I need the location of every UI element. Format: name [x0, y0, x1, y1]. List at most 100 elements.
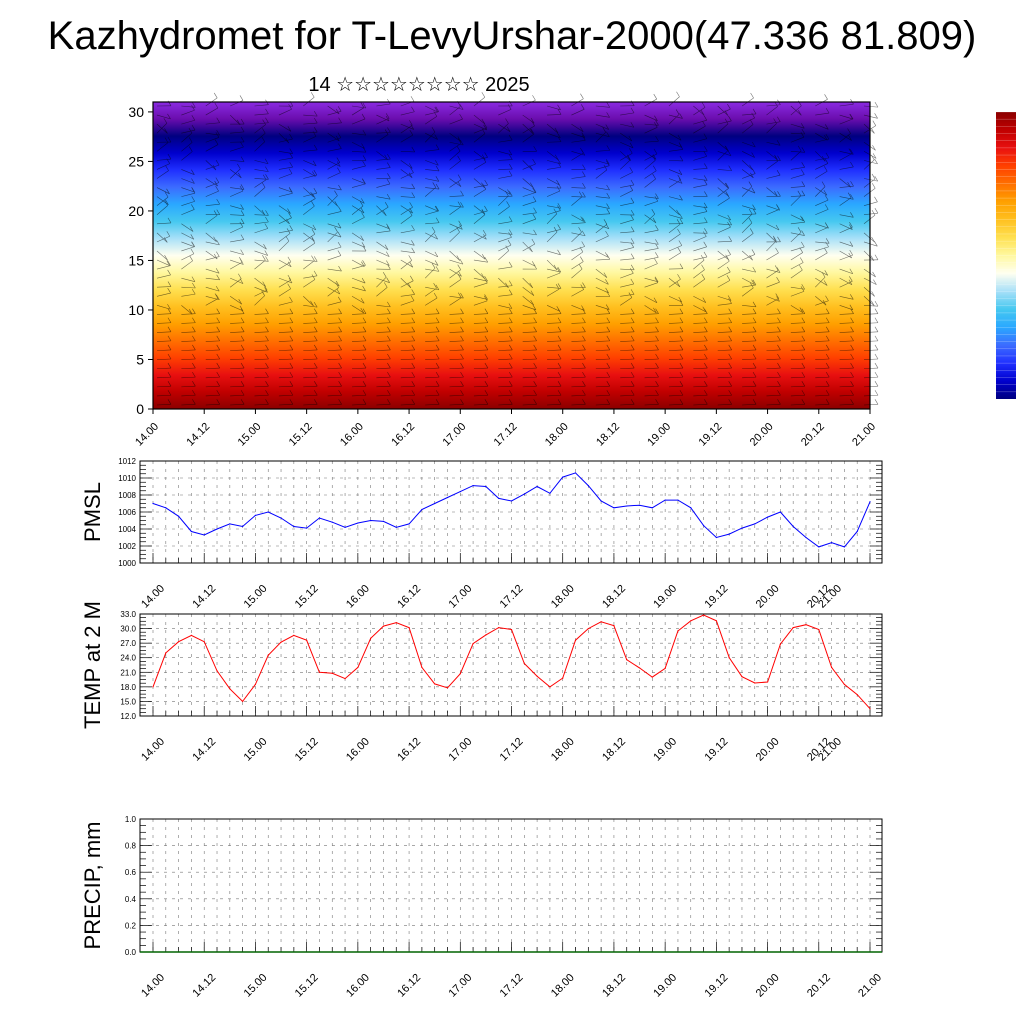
wind-barb [790, 385, 805, 388]
wind-barb [620, 404, 635, 406]
wind-barb [668, 404, 683, 406]
wind-barb-flag [459, 104, 464, 110]
temp-panel-point [382, 625, 385, 627]
wind-barb [498, 340, 513, 342]
heatmap-ytick-label: 25 [128, 153, 144, 169]
wind-barb-flag [385, 115, 390, 122]
wind-barb [522, 404, 537, 406]
temp-panel-point [869, 708, 871, 710]
wind-barb [303, 187, 314, 198]
wind-barb [790, 322, 805, 324]
wind-barb [400, 151, 415, 153]
wind-barb [473, 313, 488, 315]
wind-barb-flag [362, 102, 367, 109]
wind-barb-flag [530, 182, 534, 188]
wind-barb [668, 205, 680, 216]
wind-barb-flag [432, 182, 436, 188]
wind-barb-flag [336, 161, 341, 167]
wind-barb-flag [435, 326, 440, 332]
wind-barb-flag [651, 209, 656, 215]
wind-barb-flag [801, 308, 806, 314]
wind-barb [595, 165, 610, 170]
wind-barb-flag [530, 128, 535, 135]
wind-barb [498, 195, 509, 206]
wind-barb-flag [460, 190, 464, 196]
wind-barb [741, 213, 753, 225]
wind-barb-flag [874, 300, 879, 307]
wind-barb [839, 178, 851, 188]
wind-barb [815, 277, 828, 286]
wind-barb-flag [238, 172, 242, 179]
wind-barb [498, 109, 512, 116]
wind-barb [181, 209, 195, 216]
wind-barb [352, 349, 367, 351]
temp-panel-point [613, 625, 615, 627]
wind-barb [230, 131, 245, 134]
wind-barb [254, 133, 266, 143]
wind-barb [717, 108, 731, 116]
wind-barb-flag [289, 344, 294, 351]
heatmap-field [153, 102, 870, 409]
wind-barb-flag [509, 399, 513, 405]
wind-barb [522, 277, 533, 289]
wind-barb [205, 137, 220, 143]
wind-barb [425, 286, 439, 291]
wind-barb-flag [362, 371, 367, 378]
wind-barb [181, 260, 193, 270]
wind-barb [449, 206, 462, 215]
wind-barb [327, 340, 342, 342]
wind-barb [181, 394, 196, 397]
page-title: Kazhydromet for T-LevyUrshar-2000(47.336… [47, 14, 977, 58]
wind-barb [790, 358, 805, 360]
wind-barb [254, 404, 269, 406]
wind-barb-flag [874, 390, 879, 396]
xtick-label: 21.00 [856, 972, 884, 1000]
wind-barb-flag [289, 371, 294, 378]
wind-barb [522, 331, 537, 333]
wind-barb-flag [825, 133, 830, 140]
wind-barb-flag [606, 362, 611, 369]
wind-barb-flag [871, 209, 876, 216]
wind-barb [595, 313, 610, 315]
wind-barb [766, 340, 781, 342]
wind-barb-flag [212, 164, 217, 171]
wind-barb [278, 279, 292, 288]
wind-barb [498, 313, 513, 315]
wind-barb-flag [871, 291, 875, 297]
precip-panel-frame [139, 818, 883, 953]
wind-barb [668, 245, 682, 252]
wind-barb [595, 213, 610, 216]
wind-barb-flag [752, 371, 757, 378]
xtick-label: 18.12 [600, 583, 628, 611]
wind-barb [400, 376, 415, 379]
wind-barb [230, 404, 245, 406]
wind-barb [522, 313, 537, 315]
wind-barb [303, 340, 318, 342]
wind-barb-flag [797, 190, 802, 196]
wind-barb [522, 259, 536, 267]
wind-barb [254, 104, 269, 107]
pmsl-panel-point [754, 523, 756, 525]
wind-barb-flag [164, 128, 168, 134]
wind-barb-flag [553, 208, 558, 214]
wind-barb [693, 125, 706, 134]
wind-barb-flag [850, 399, 854, 405]
wind-barb-flag [847, 128, 851, 134]
wind-barb-flag [556, 267, 561, 274]
wind-barb [303, 385, 318, 388]
xtick-label: 15.12 [293, 583, 321, 611]
temp-panel-point [523, 662, 525, 665]
wind-barb-flag [630, 179, 635, 186]
wind-barb-flag [335, 108, 340, 115]
wind-barb-flag [460, 202, 464, 208]
wind-barb [230, 100, 244, 107]
wind-barb [278, 288, 291, 297]
wind-barb [303, 313, 318, 315]
wind-barb [815, 186, 826, 197]
wind-barb-flag [386, 277, 390, 283]
wind-barb [254, 367, 269, 370]
wind-barb-flag [192, 353, 196, 360]
wind-barb [668, 96, 680, 107]
wind-barb [156, 340, 171, 342]
